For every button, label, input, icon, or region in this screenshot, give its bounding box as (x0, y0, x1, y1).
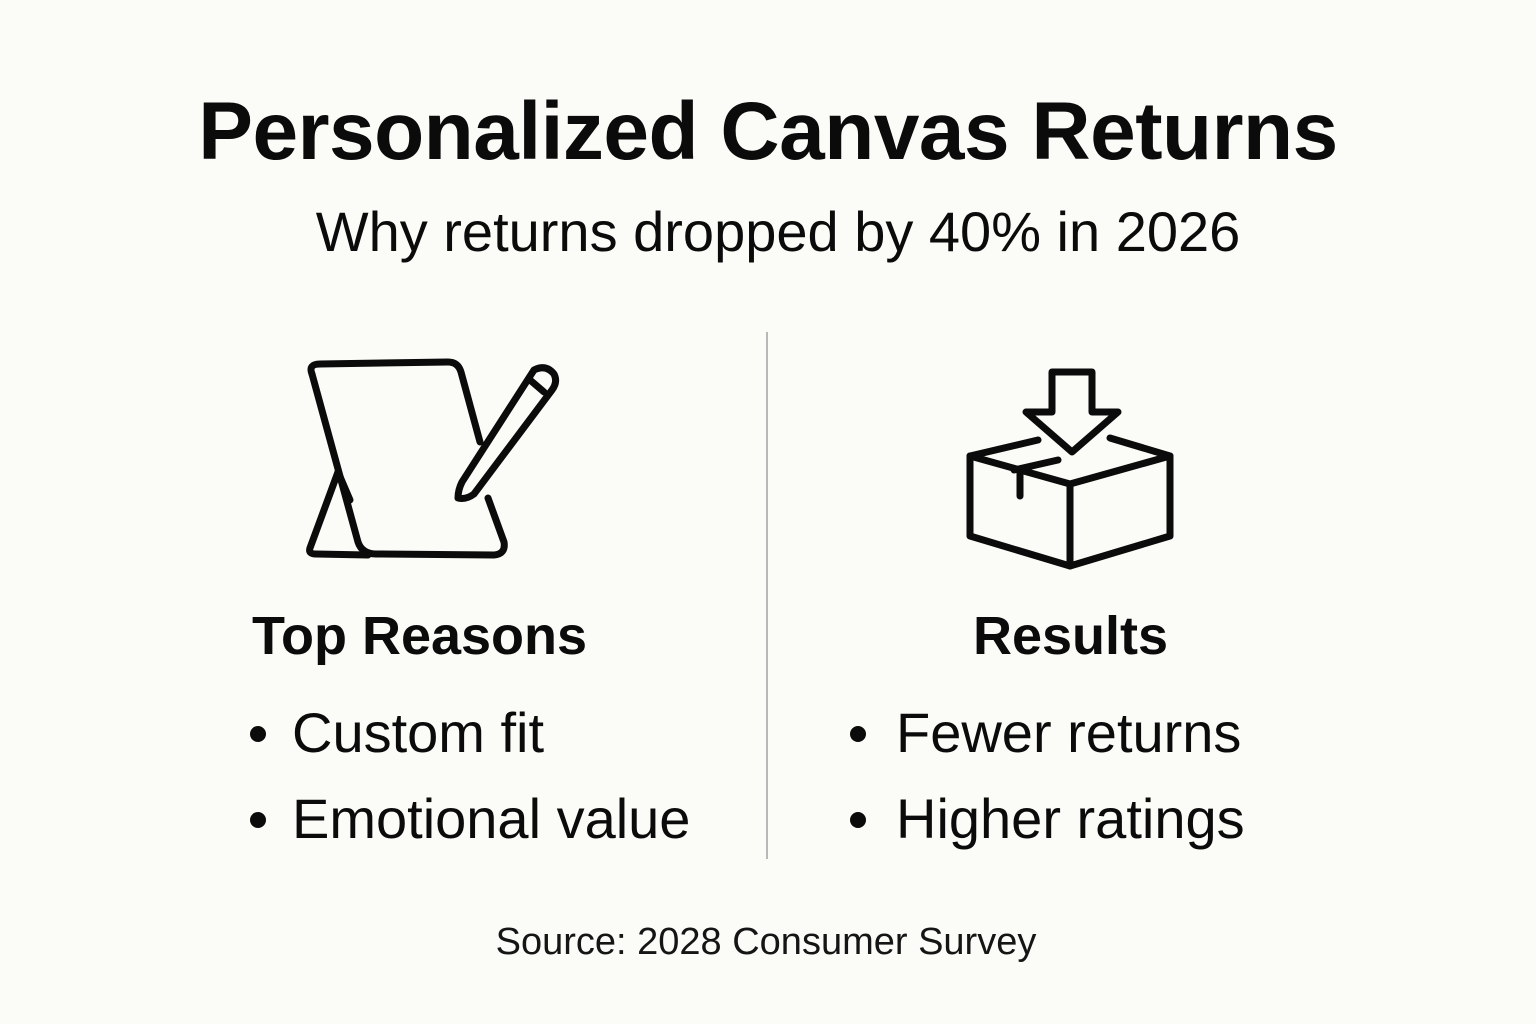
tablet-with-stylus-icon (298, 352, 568, 567)
top-reasons-heading: Top Reasons (252, 606, 588, 666)
bullet-icon (250, 812, 266, 828)
page-subtitle: Why returns dropped by 40% in 2026 (315, 200, 1241, 263)
source-citation: Source: 2028 Consumer Survey (495, 921, 1037, 963)
bullet-icon (250, 726, 266, 742)
list-item-label: Custom fit (292, 701, 545, 764)
column-divider (766, 332, 768, 859)
list-item-label: Higher ratings (896, 787, 1245, 850)
box-with-down-arrow-icon (958, 360, 1186, 570)
results-heading: Results (973, 606, 1169, 666)
bullet-icon (850, 812, 866, 828)
list-item-label: Fewer returns (896, 701, 1242, 764)
list-item-label: Emotional value (292, 787, 691, 850)
bullet-icon (850, 726, 866, 742)
page-title: Personalized Canvas Returns (198, 86, 1338, 177)
